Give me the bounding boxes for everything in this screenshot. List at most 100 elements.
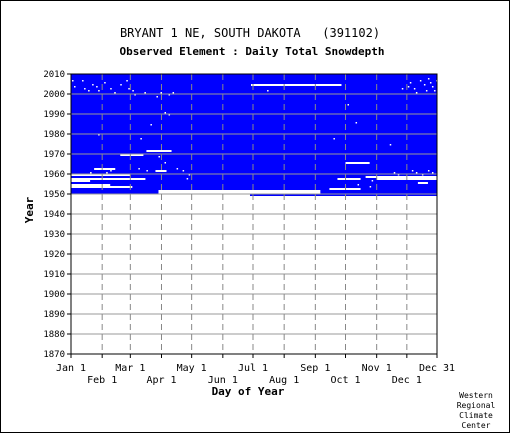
missing-point-30 (164, 162, 167, 164)
partial-year-observed-1951-1 (320, 192, 437, 194)
missing-point-58 (415, 172, 418, 174)
x-tick-label-182: Jul 1 (238, 363, 268, 374)
missing-point-67 (369, 186, 372, 188)
missing-point-4 (88, 90, 90, 92)
missing-segment-0 (250, 84, 342, 86)
missing-point-51 (431, 86, 434, 88)
missing-point-50 (429, 82, 432, 84)
credit-line-2: Regional (457, 401, 496, 410)
plot-area: 1870 1880 1890 1900 1910 1920 1930 1940 1950 1960… (43, 70, 455, 386)
credit-line-1: Western (459, 391, 493, 400)
missing-point-39 (333, 138, 335, 140)
x-tick-label-60: Mar 1 (115, 363, 145, 374)
x-tick-label-32: Feb 1 (87, 375, 117, 386)
missing-point-22 (168, 114, 171, 116)
plot-border (70, 73, 438, 355)
y-tick-label-1950: 1950 (43, 190, 65, 200)
missing-point-38 (355, 122, 358, 124)
y-tick-label-1980: 1980 (43, 130, 65, 140)
missing-segment-13 (329, 188, 361, 190)
missing-point-44 (415, 92, 418, 94)
missing-point-43 (413, 88, 416, 90)
missing-point-33 (110, 170, 112, 172)
missing-point-66 (357, 184, 360, 186)
missing-point-49 (427, 78, 430, 80)
missing-point-1 (74, 86, 76, 88)
y-tick-label-1910: 1910 (43, 270, 65, 280)
missing-point-60 (427, 170, 430, 172)
x-tick-label-244: Sep 1 (300, 363, 330, 374)
missing-segment-5 (155, 170, 167, 172)
missing-point-29 (186, 178, 189, 180)
x-tick-label-365: Dec 31 (419, 363, 455, 374)
x-tick-label-1: Jan 1 (56, 363, 86, 374)
missing-point-5 (92, 84, 94, 86)
x-tick-label-91: Apr 1 (146, 375, 176, 386)
y-tick-label-1940: 1940 (43, 210, 65, 220)
missing-point-65 (383, 178, 386, 180)
y-tick-label-1960: 1960 (43, 170, 65, 180)
missing-point-27 (182, 170, 185, 172)
missing-point-56 (393, 172, 396, 174)
credit-line-4: Center (462, 421, 491, 430)
missing-segment-14 (190, 192, 239, 194)
missing-segment-9 (71, 178, 146, 180)
missing-point-14 (132, 90, 134, 92)
partial-year-row-1952 (71, 190, 437, 192)
missing-point-42 (409, 82, 412, 84)
missing-segment-15 (417, 182, 428, 184)
x-tick-label-152: Jun 1 (208, 375, 238, 386)
x-tick-label-305: Nov 1 (362, 363, 392, 374)
missing-segment-7 (337, 178, 361, 180)
y-tick-label-1990: 1990 (43, 110, 65, 120)
missing-point-57 (411, 170, 414, 172)
missing-point-3 (84, 88, 86, 90)
missing-point-6 (96, 86, 98, 88)
x-tick-label-213: Aug 1 (269, 375, 299, 386)
missing-point-12 (126, 80, 128, 82)
missing-point-7 (98, 90, 100, 92)
missing-point-55 (397, 174, 400, 176)
missing-point-41 (389, 144, 392, 146)
missing-point-37 (267, 90, 269, 92)
y-tick-label-1930: 1930 (43, 230, 65, 240)
missing-point-15 (134, 94, 136, 96)
missing-point-16 (144, 92, 146, 94)
missing-point-48 (425, 90, 428, 92)
y-axis-label: Year (23, 196, 36, 223)
missing-point-36 (146, 170, 148, 172)
missing-point-61 (431, 172, 434, 174)
partial-year-observed-1950-0 (249, 194, 437, 196)
x-tick-label-121: May 1 (177, 363, 207, 374)
missing-segment-3 (345, 162, 370, 164)
missing-point-64 (371, 180, 374, 182)
missing-point-20 (172, 92, 175, 94)
partial-year-observed-1952-1 (320, 190, 437, 192)
missing-segment-4 (94, 168, 116, 170)
x-axis-label: Day of Year (212, 385, 285, 398)
missing-point-54 (401, 88, 404, 90)
missing-point-10 (114, 92, 116, 94)
missing-point-35 (90, 172, 92, 174)
missing-point-18 (160, 92, 162, 94)
missing-segment-6 (71, 174, 131, 176)
y-tick-label-1900: 1900 (43, 290, 65, 300)
y-tick-label-2000: 2000 (43, 90, 65, 100)
x-tick-label-335: Dec 1 (392, 375, 422, 386)
credit-line-3: Climate (459, 411, 493, 420)
chart-title: BRYANT 1 NE, SOUTH DAKOTA (391102) (120, 26, 380, 40)
missing-point-21 (164, 112, 167, 114)
y-tick-label-2010: 2010 (43, 70, 65, 80)
missing-point-31 (158, 156, 160, 158)
missing-point-52 (433, 90, 436, 92)
y-tick-label-1920: 1920 (43, 250, 65, 260)
missing-point-59 (421, 174, 424, 176)
y-tick-label-1890: 1890 (43, 310, 65, 320)
partial-year-observed-1952-0 (71, 190, 159, 192)
missing-segment-12 (71, 186, 133, 188)
missing-point-32 (106, 172, 108, 174)
missing-point-40 (347, 104, 350, 106)
missing-segment-16 (365, 176, 437, 178)
missing-point-34 (138, 168, 140, 170)
